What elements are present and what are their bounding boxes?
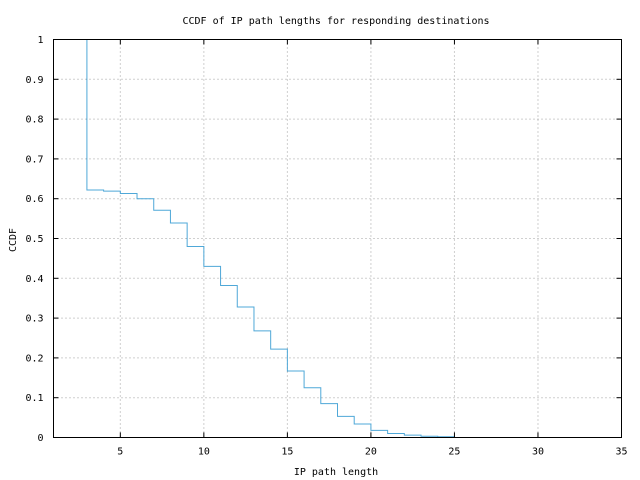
grid-lines [53,39,622,438]
axis-ticks: 00.10.20.30.40.50.60.70.80.915 10 15 20 25 30… [25,35,627,458]
x-tick-label: 5 [117,447,123,458]
chart-title: CCDF of IP path lengths for responding d… [182,16,489,27]
y-tick-label: 0.7 [25,154,43,165]
y-tick-label: 0.9 [25,75,43,86]
y-tick-label: 0 [37,433,43,444]
data-layer [70,39,455,438]
y-tick-label: 0.3 [25,314,43,325]
x-tick-label: 15 [281,447,293,458]
x-tick-label: 30 [532,447,544,458]
y-axis-label: CCDF [8,228,19,252]
y-tick-label: 0.5 [25,234,43,245]
y-tick-label: 0.1 [25,393,43,404]
y-tick-label: 0.2 [25,353,43,364]
x-tick-label: 25 [448,447,460,458]
x-axis-label: IP path length [294,467,378,478]
y-tick-label: 0.6 [25,194,43,205]
y-tick-label: 1 [37,35,43,46]
y-tick-label: 0.4 [25,274,43,285]
x-tick-label: 20 [365,447,377,458]
x-tick-label: 10 [198,447,210,458]
y-tick-label: 0.8 [25,115,43,126]
ccdf-step-line [70,39,455,438]
x-tick-label: 35 [615,447,627,458]
